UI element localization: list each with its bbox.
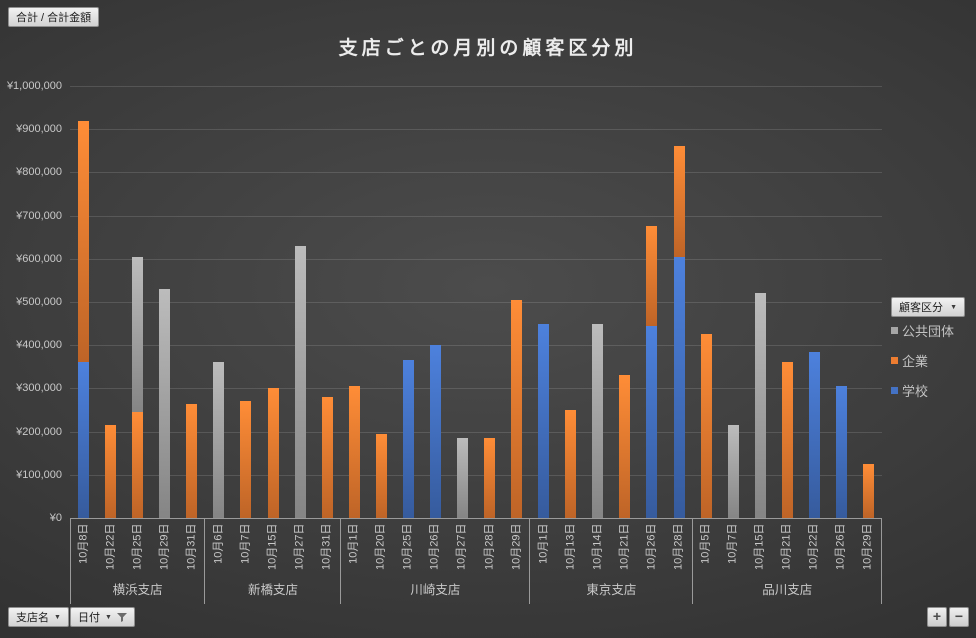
chart-title: 支店ごとの月別の顧客区分別: [338, 38, 638, 59]
legend-item[interactable]: 公共団体: [891, 322, 955, 339]
axis-field-button-date[interactable]: 日付 ▼: [70, 607, 135, 627]
collapse-field-button[interactable]: −: [949, 607, 969, 627]
expand-field-button[interactable]: +: [927, 607, 947, 627]
bar-segment-公共団体[interactable]: [456, 438, 468, 518]
category-divider: [339, 519, 341, 604]
x-axis-branch-label: 東京支店: [586, 583, 637, 597]
y-axis-tick-label: ¥600,000: [16, 252, 62, 265]
bar-segment-公共団体[interactable]: [213, 362, 225, 518]
bar-segment-企業[interactable]: [132, 412, 144, 518]
y-axis-tick-label: ¥0: [49, 512, 62, 524]
bar-segment-学校[interactable]: [402, 360, 414, 518]
bar-segment-公共団体[interactable]: [592, 323, 604, 518]
bar-segment-企業[interactable]: [700, 334, 712, 518]
chevron-down-icon: ▼: [950, 303, 957, 311]
bar-segment-公共団体[interactable]: [294, 245, 306, 518]
bar-segment-企業[interactable]: [267, 388, 279, 518]
bar-segment-企業[interactable]: [348, 386, 360, 518]
bar-segment-学校[interactable]: [808, 351, 820, 518]
legend-item[interactable]: 企業: [891, 352, 929, 369]
bar-segment-公共団体[interactable]: [754, 293, 766, 518]
bar-segment-学校[interactable]: [646, 325, 658, 518]
x-axis-branch-label: 新橋支店: [247, 583, 298, 597]
y-axis-tick-label: ¥200,000: [16, 425, 62, 438]
gridline: [70, 474, 882, 476]
bar-segment-企業[interactable]: [484, 438, 496, 518]
gridline: [70, 345, 882, 347]
bar-segment-企業[interactable]: [186, 403, 198, 518]
gridline: [70, 258, 882, 260]
bar-segment-企業[interactable]: [781, 362, 793, 518]
bar-segment-企業[interactable]: [105, 425, 117, 518]
bar-segment-学校[interactable]: [78, 362, 90, 518]
bar-segment-企業[interactable]: [862, 464, 874, 518]
bar-segment-公共団体[interactable]: [159, 289, 171, 518]
gridline: [70, 86, 882, 87]
y-axis-tick-label: ¥500,000: [16, 296, 62, 308]
x-axis-branch-label: 品川支店: [762, 583, 813, 597]
bar-segment-企業[interactable]: [240, 401, 252, 518]
gridline: [70, 431, 882, 433]
y-axis-tick-label: ¥100,000: [16, 468, 62, 481]
legend-item-label: 企業: [902, 353, 929, 369]
legend-swatch-icon: [891, 356, 898, 364]
bar-segment-企業[interactable]: [646, 226, 658, 326]
gridline: [70, 388, 882, 390]
bar-segment-学校[interactable]: [429, 345, 441, 518]
bar-segment-企業[interactable]: [321, 397, 333, 518]
values-field-label: 合計 / 合計金額: [16, 12, 92, 24]
y-axis-tick-label: ¥400,000: [16, 339, 62, 352]
bar-segment-企業[interactable]: [511, 299, 523, 518]
values-field-button[interactable]: 合計 / 合計金額: [8, 7, 100, 27]
legend-field-button[interactable]: 顧客区分 ▼: [891, 297, 965, 317]
bar-segment-学校[interactable]: [673, 256, 685, 518]
filter-icon: [116, 612, 127, 622]
gridline: [70, 215, 882, 217]
legend-field-label: 顧客区分: [899, 302, 943, 314]
category-divider: [691, 519, 693, 604]
y-axis-tick-label: ¥1,000,000: [6, 80, 62, 92]
y-axis-tick-label: ¥300,000: [16, 382, 62, 395]
bar-segment-企業[interactable]: [565, 410, 577, 518]
category-divider: [204, 519, 206, 604]
bar-segment-企業[interactable]: [375, 433, 387, 518]
bar-segment-企業[interactable]: [673, 146, 685, 257]
category-divider: [70, 519, 71, 604]
plot-area: [70, 86, 882, 518]
bar-segment-公共団体[interactable]: [727, 425, 739, 518]
category-divider: [529, 519, 531, 604]
category-divider: [881, 519, 882, 604]
chevron-down-icon: ▼: [105, 613, 112, 621]
gridline: [70, 172, 882, 174]
legend-item-label: 公共団体: [902, 323, 955, 339]
x-axis-branch-label: 川崎支店: [410, 583, 461, 597]
bar-segment-学校[interactable]: [538, 323, 550, 518]
category-axis: 10月8日 10月22日 10月25日 10月29日 10月31日 横浜支店 10月6日 10…: [70, 518, 882, 604]
legend-item[interactable]: 学校: [891, 382, 929, 399]
axis-field-button-branch[interactable]: 支店名 ▼: [8, 607, 69, 627]
bar-segment-企業[interactable]: [78, 120, 90, 363]
axis-field-label-branch: 支店名: [16, 612, 49, 624]
x-axis-branch-label: 横浜支店: [112, 583, 163, 597]
bar-segment-公共団体[interactable]: [132, 256, 144, 413]
legend-swatch-icon: [891, 326, 898, 334]
y-axis-tick-label: ¥800,000: [16, 166, 62, 179]
bar-segment-学校[interactable]: [835, 386, 847, 518]
y-axis-tick-label: ¥900,000: [16, 123, 62, 136]
bar-segment-企業[interactable]: [619, 375, 631, 518]
gridline: [70, 129, 882, 131]
y-axis-tick-label: ¥700,000: [16, 209, 62, 222]
legend-item-label: 学校: [902, 383, 929, 399]
axis-field-label-date: 日付: [78, 612, 100, 624]
chevron-down-icon: ▼: [54, 613, 61, 621]
legend-swatch-icon: [891, 386, 898, 394]
gridline: [70, 302, 882, 303]
